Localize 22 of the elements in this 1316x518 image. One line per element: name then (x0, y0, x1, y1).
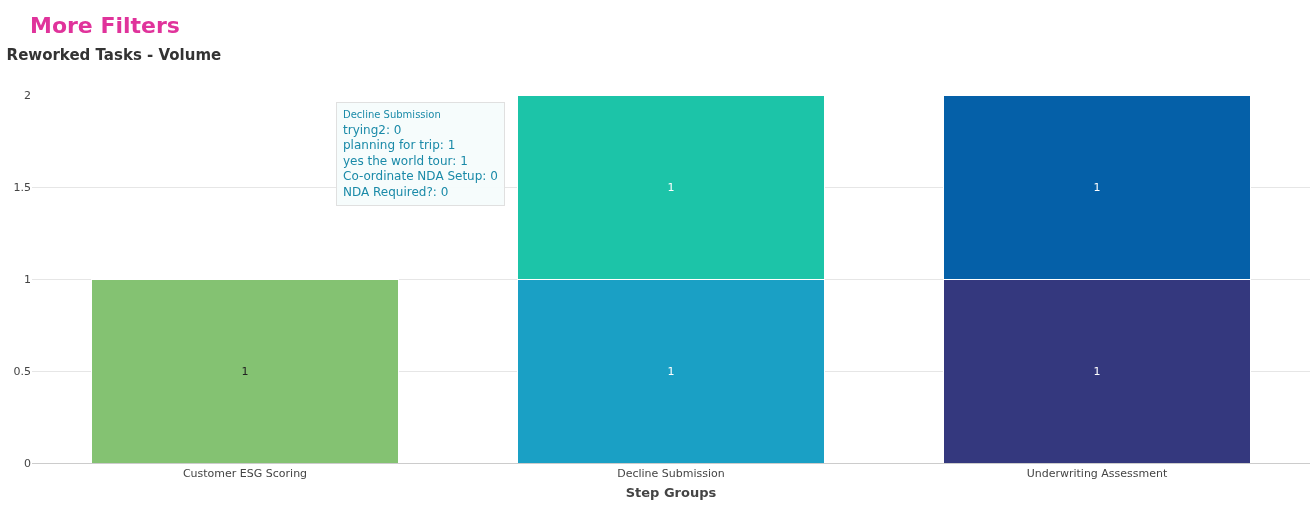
x-tick-label: Customer ESG Scoring (182, 467, 308, 481)
data-label: 1 (667, 180, 675, 194)
x-axis-title: Step Groups (625, 484, 717, 500)
x-tick-label: Underwriting Assessment (1026, 467, 1169, 481)
annotation: Co-ordinate NDA Setup: 0 (343, 169, 498, 184)
data-label: 1 (241, 364, 249, 378)
y-tick-label: 1.5 (13, 180, 31, 194)
data-label: 1 (667, 364, 675, 378)
y-tick-label: 0 (24, 456, 31, 470)
x-tick-label: Decline Submission (617, 467, 725, 481)
chart-title: Reworked Tasks - Volume (6, 45, 222, 64)
y-tick-label: 2 (24, 88, 31, 102)
text: More Filters (30, 13, 180, 38)
y-tick-label: 1 (24, 272, 31, 286)
y-tick-label: 0.5 (13, 364, 31, 378)
annotation: planning for trip: 1 (343, 138, 456, 153)
data-label: 1 (1093, 364, 1101, 378)
annotation: Decline Submission (343, 109, 441, 120)
annotation: yes the world tour: 1 (343, 153, 468, 168)
annotation: trying2: 0 (343, 122, 402, 137)
annotation: NDA Required?: 0 (343, 185, 449, 199)
data-label: 1 (1093, 180, 1101, 194)
